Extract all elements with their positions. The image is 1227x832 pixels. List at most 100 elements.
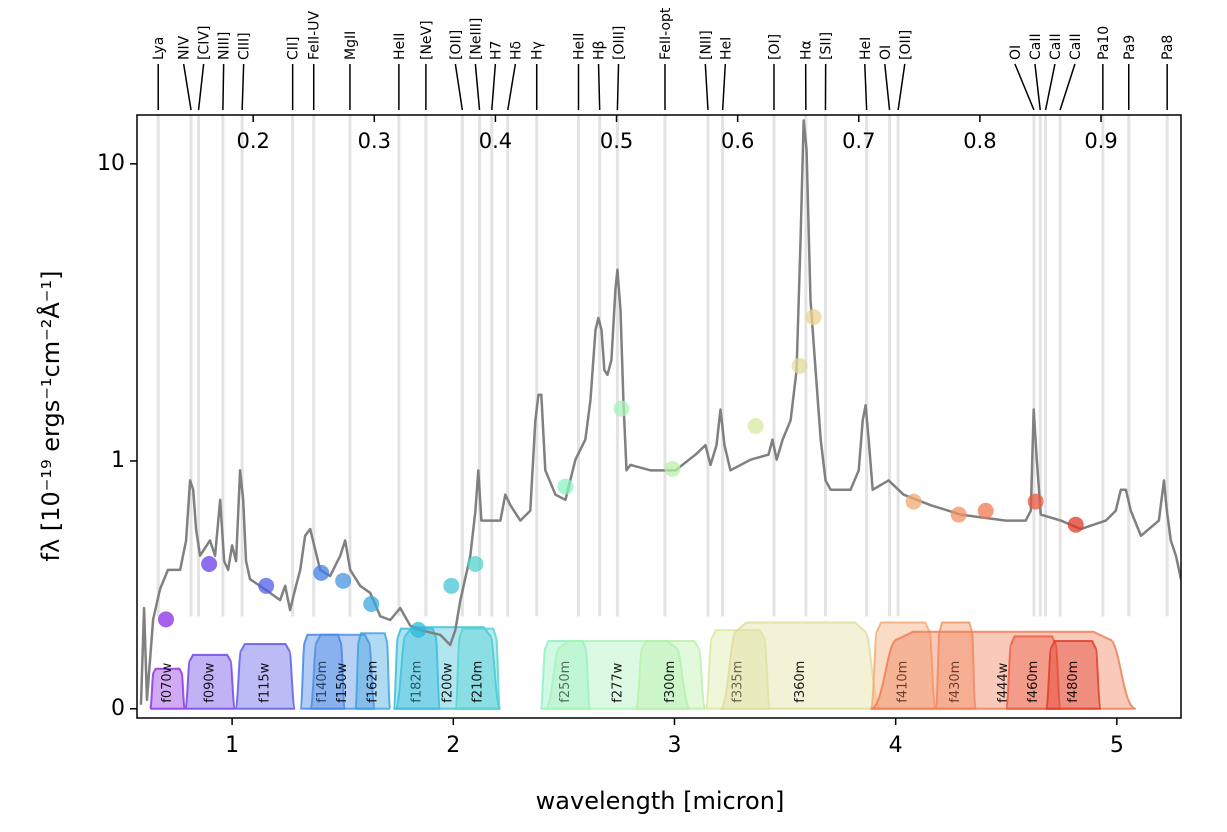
filter-label: f162m: [365, 661, 380, 703]
y-tick-label: 10: [97, 151, 125, 176]
filter-curve: [394, 626, 502, 710]
photometry-point: [905, 493, 922, 510]
photometry-point: [805, 309, 822, 326]
filter-label: f210m: [470, 661, 485, 703]
y-tick-label: 1: [111, 448, 125, 473]
y-tick-label: 0: [111, 696, 125, 721]
emission-leader: [884, 63, 891, 111]
x2-tick-label: 0.2: [236, 129, 269, 153]
emission-lines: Lya NIV [CIV] NIII] CIII] CII] FeII-UV MgII HeII…: [151, 7, 1176, 617]
photometry-point: [1067, 516, 1084, 533]
emission-label: CaII: [1028, 33, 1044, 60]
emission-label: Pa8: [1160, 35, 1176, 60]
emission-label: OI: [878, 45, 894, 60]
emission-leader: [182, 63, 192, 111]
photometry-point: [467, 555, 484, 572]
emission-label: [NeV]: [419, 20, 435, 60]
x2-tick-label: 0.7: [842, 129, 875, 153]
x-axis-label: wavelength [micron]: [536, 787, 785, 815]
filter-label: f115w: [258, 662, 273, 702]
emission-label: HeI: [718, 37, 734, 60]
emission-leader: [1034, 63, 1041, 111]
emission-label: FeII-opt: [658, 7, 674, 60]
filter-label: f277w: [610, 662, 625, 702]
emission-label: H7: [488, 41, 504, 60]
emission-label: Pa10: [1096, 26, 1112, 60]
filter-curve: [704, 629, 772, 710]
filter-curve: [454, 627, 502, 710]
emission-label: [NeIII]: [468, 18, 484, 60]
plot-frame: [136, 114, 1182, 719]
photometry-point: [613, 400, 630, 417]
filter-label: f182m: [409, 661, 424, 703]
filter-curve: [354, 632, 392, 710]
photometry-point: [664, 460, 681, 477]
filter-label: f360m: [793, 661, 808, 703]
x2-tick-label: 0.9: [1084, 129, 1117, 153]
emission-label: CIII]: [237, 32, 253, 60]
emission-label: [CIV]: [197, 26, 213, 60]
filter-curve: [719, 621, 882, 710]
emission-label: [OI]: [767, 34, 783, 60]
photometry-point: [313, 564, 330, 581]
emission-leader: [897, 63, 906, 111]
emission-label: Hβ: [592, 41, 608, 60]
emission-label: CaII: [1048, 33, 1064, 60]
emission-leader: [1059, 63, 1076, 111]
x2-tick-label: 0.8: [963, 129, 996, 153]
filter-label: f460m: [1026, 661, 1041, 703]
emission-label: [OIII]: [612, 26, 628, 60]
emission-leader: [491, 63, 497, 111]
filter-label: f300m: [663, 661, 678, 703]
filter-label: f410m: [896, 661, 911, 703]
x-tick-label: 2: [446, 733, 460, 758]
emission-leader: [241, 63, 245, 111]
emission-label: HeII: [392, 33, 408, 60]
photometry-point: [1027, 493, 1044, 510]
filter-curve: [309, 633, 377, 710]
emission-label: Hγ: [530, 41, 546, 60]
emission-leader: [1014, 63, 1035, 111]
emission-label: [OII]: [448, 30, 464, 60]
photometry-point: [443, 577, 460, 594]
emission-label: NIII]: [217, 32, 233, 60]
filter-curve: [149, 667, 186, 710]
x2-tick-label: 0.4: [479, 129, 512, 153]
filters: f070w f090w f115w f140m f150w f162m f182m f200w…: [149, 621, 1137, 710]
emission-label: FeII-UV: [307, 11, 323, 60]
emission-label: [SII]: [819, 32, 835, 60]
filter-label: f480m: [1066, 661, 1081, 703]
emission-label: [NII]: [698, 30, 714, 60]
photometry-point: [791, 357, 808, 374]
filter-label: f150w: [335, 662, 350, 702]
x-tick-label: 4: [889, 733, 903, 758]
filter-curve: [184, 653, 237, 710]
filter-curve: [869, 621, 937, 710]
emission-label: Hα: [799, 40, 815, 60]
filter-curve: [934, 621, 977, 710]
x2-tick-label: 0.5: [600, 129, 633, 153]
photometry-point: [950, 506, 967, 523]
x-tick-label: 1: [225, 733, 239, 758]
spectrum: [139, 119, 1181, 705]
filter-curve: [392, 627, 442, 710]
emission-leader: [597, 63, 601, 111]
emission-label: OI: [1008, 45, 1024, 60]
filter-curve: [1004, 635, 1062, 710]
emission-label: [OII]: [898, 30, 914, 60]
emission-leader: [721, 63, 727, 111]
emission-label: Hδ: [508, 41, 524, 60]
emission-label: Pa9: [1122, 35, 1138, 60]
photometry-point: [410, 621, 427, 638]
photometry-point: [201, 555, 218, 572]
emission-leader: [1044, 63, 1056, 111]
emission-leader: [474, 63, 481, 111]
emission-leader: [222, 63, 225, 111]
filter-label: f250m: [558, 661, 573, 703]
photometry-point: [977, 502, 994, 519]
emission-label: NIV: [177, 35, 193, 60]
emission-leader: [704, 63, 709, 111]
emission-leader: [197, 63, 205, 111]
emission-label: CaII: [1068, 33, 1084, 60]
filter-curve: [870, 630, 1137, 710]
